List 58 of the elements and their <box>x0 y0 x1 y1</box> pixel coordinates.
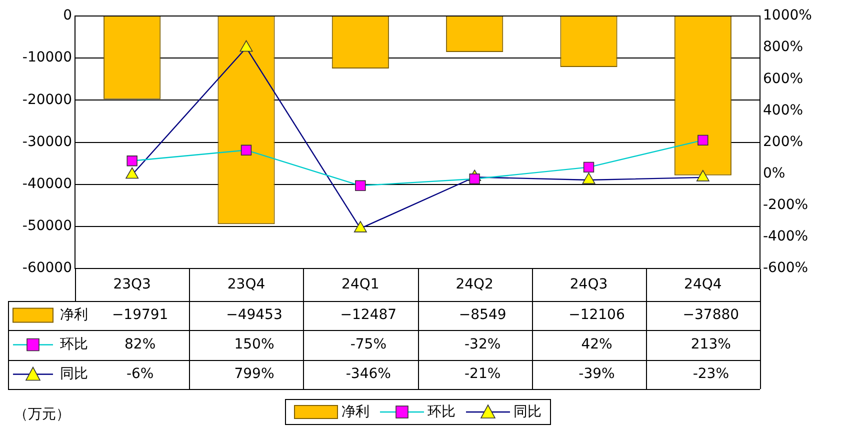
data-label: -39% <box>578 366 615 382</box>
y2-tick-label: 1000% <box>763 8 812 24</box>
text: 净利 <box>342 404 370 420</box>
text: 环比 <box>428 404 456 420</box>
y-tick-label: 0 <box>63 8 72 24</box>
y-tick-label: -30000 <box>22 134 72 150</box>
data-label: -346% <box>346 366 391 382</box>
text: 同比 <box>514 404 542 420</box>
x-tick-label: 23Q3 <box>113 276 151 293</box>
y-tick-label: -40000 <box>22 176 72 192</box>
y2-tick-label: 800% <box>763 39 804 56</box>
data-label: 213% <box>690 336 731 352</box>
data-label: -21% <box>464 366 501 382</box>
data-label: −12487 <box>340 306 397 323</box>
point <box>126 167 139 179</box>
y2-tick-label: 400% <box>763 102 804 118</box>
point <box>355 180 366 191</box>
y2-tick-label: -200% <box>763 197 808 214</box>
point <box>582 172 596 184</box>
data-label: -6% <box>126 366 154 382</box>
point <box>126 156 138 166</box>
x-tick-label: 24Q3 <box>570 276 608 293</box>
data-label: 82% <box>124 336 156 352</box>
x-tick-label: 24Q2 <box>456 276 494 293</box>
point <box>469 174 480 184</box>
legend-label: 同比 <box>60 366 88 382</box>
data-label: −49453 <box>226 306 282 323</box>
data-label: -23% <box>692 366 730 382</box>
data-label: 150% <box>234 336 274 352</box>
data-label: −12106 <box>568 306 625 323</box>
data-label: −19791 <box>112 306 168 323</box>
point <box>696 170 710 182</box>
y-tick-label: -60000 <box>22 260 72 276</box>
point <box>240 40 253 52</box>
text: （万元） <box>14 406 70 423</box>
point <box>240 144 252 156</box>
point <box>583 162 594 173</box>
y2-tick-label: -400% <box>763 228 808 245</box>
y2-tick-label: 200% <box>763 134 804 150</box>
data-label: −8549 <box>458 306 506 323</box>
y-tick-label: -20000 <box>22 92 72 108</box>
data-label: -75% <box>350 336 387 352</box>
x-tick-label: 23Q4 <box>227 276 266 293</box>
data-label: 42% <box>581 336 612 352</box>
y-tick-label: -10000 <box>22 50 72 66</box>
y2-tick-label: 0% <box>763 165 786 182</box>
x-tick-label: 24Q4 <box>684 276 722 293</box>
data-label: 799% <box>234 366 274 382</box>
legend-label: 净利 <box>60 306 88 323</box>
point <box>354 221 367 232</box>
x-tick-label: 24Q1 <box>342 276 380 293</box>
legend-label: 环比 <box>60 336 88 352</box>
data-label: -32% <box>464 336 501 352</box>
y-tick-label: -50000 <box>22 218 72 234</box>
data-label: −37880 <box>682 306 740 323</box>
y2-tick-label: -600% <box>763 260 808 276</box>
point <box>698 134 708 146</box>
y2-tick-label: 600% <box>763 70 804 87</box>
